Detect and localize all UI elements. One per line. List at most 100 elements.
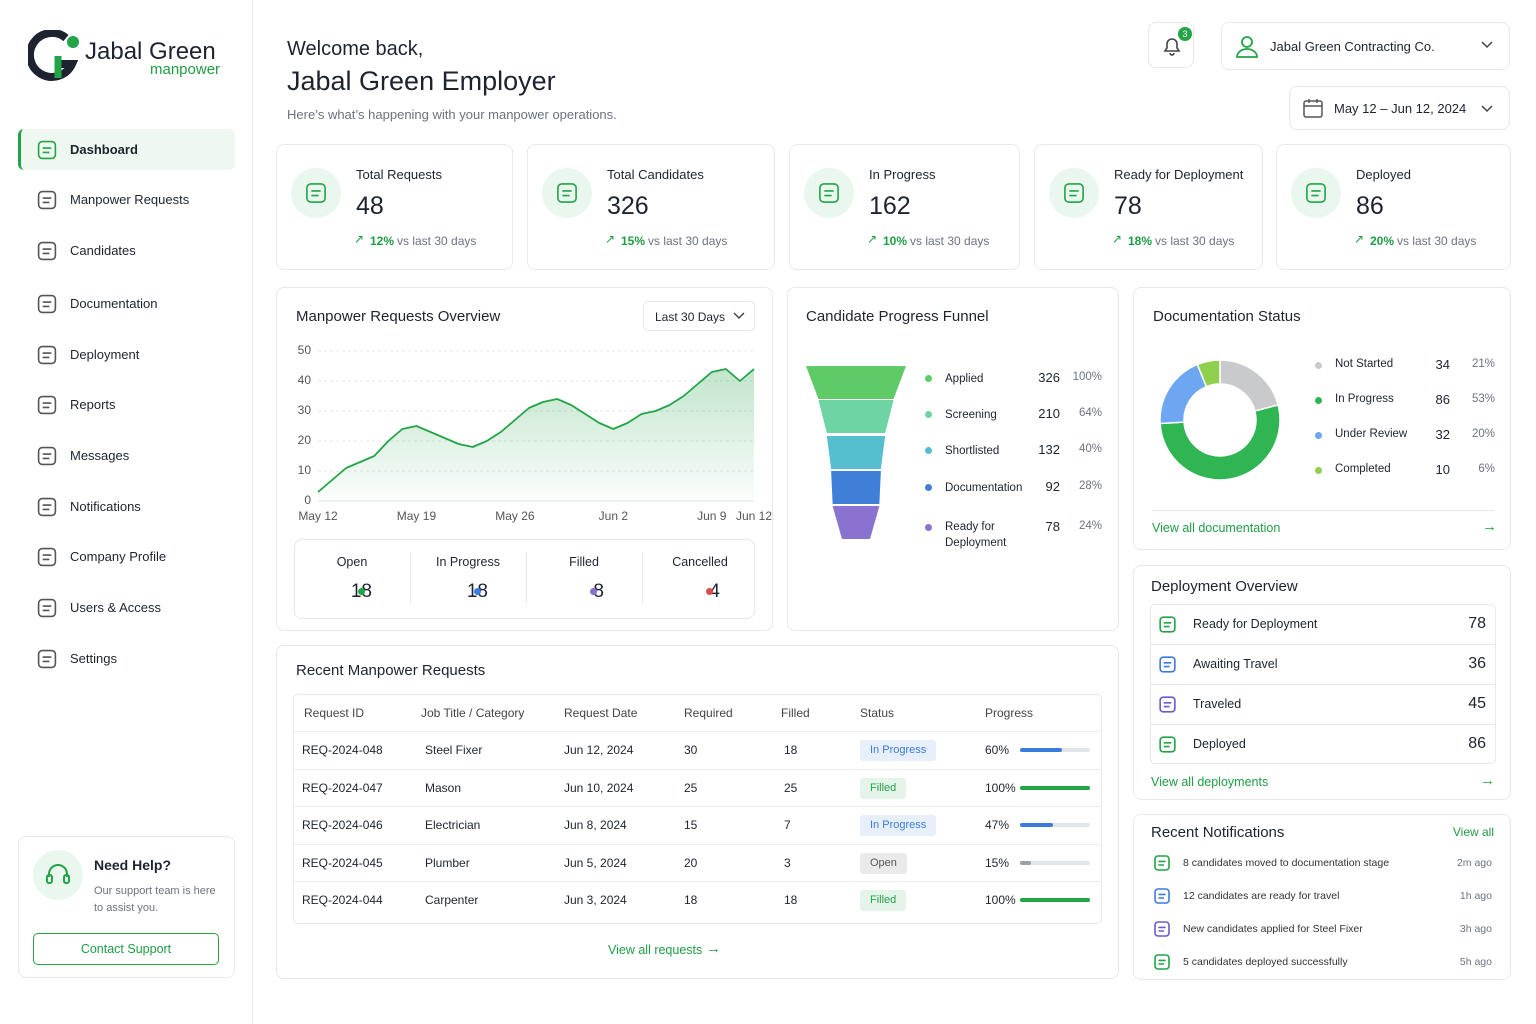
icon-shape xyxy=(1159,656,1176,673)
legend-dot xyxy=(1315,432,1322,439)
logo xyxy=(28,30,79,81)
notif-time: 2m ago xyxy=(1456,857,1492,869)
doc-value: 32 xyxy=(1435,427,1450,442)
notif-text: 5 candidates deployed successfully xyxy=(1183,956,1348,968)
doc-card xyxy=(1133,287,1511,550)
kpi-icon xyxy=(804,168,854,218)
kpi-change: 12% xyxy=(370,234,395,248)
column-header: Status xyxy=(860,706,895,720)
icon-shape xyxy=(42,402,52,409)
notif-icon xyxy=(1154,855,1170,871)
summary-label: In Progress xyxy=(436,555,500,569)
icon-shape xyxy=(42,453,52,460)
icon-shape xyxy=(1069,190,1079,197)
icon-shape xyxy=(1159,696,1176,713)
deploy-link[interactable]: View all deployments xyxy=(1151,775,1269,789)
help-title: Need Help? xyxy=(94,857,172,873)
icon-shape xyxy=(42,504,52,511)
cell-progress: 100% xyxy=(985,780,1016,795)
icon-shape xyxy=(37,598,57,618)
deploy-label: Traveled xyxy=(1193,697,1242,711)
cell-date: Jun 3, 2024 xyxy=(564,893,627,907)
funnel-pct: 40% xyxy=(1078,443,1102,455)
row-divider xyxy=(294,806,1101,807)
range-label: Last 30 Days xyxy=(655,310,726,324)
date-select[interactable] xyxy=(1289,86,1510,130)
line-chart: 0 10 20 30 40 50 May 12 May 19 May 26 Jun 2 Jun 9 J… xyxy=(298,343,773,523)
kpi-card xyxy=(527,144,775,270)
icon-shape xyxy=(1163,622,1172,628)
doc-link[interactable]: View all documentation xyxy=(1152,521,1281,535)
notif-text: New candidates applied for Steel Fixer xyxy=(1183,923,1363,935)
help-text: Our support team is here to assist you. xyxy=(94,885,216,914)
cell-required: 25 xyxy=(684,780,698,795)
kpi-note: vs last 30 days xyxy=(1155,234,1235,248)
kpi-value: 78 xyxy=(1114,192,1142,220)
help-icon xyxy=(33,850,83,900)
deploy-value: 45 xyxy=(1468,695,1486,712)
company-select[interactable] xyxy=(1221,22,1510,70)
funnel-value: 78 xyxy=(1045,519,1060,534)
summary-divider xyxy=(526,552,527,604)
doc-label: In Progress xyxy=(1335,393,1394,405)
icon-shape xyxy=(37,497,57,517)
cell-required: 30 xyxy=(684,743,698,757)
brand-sub: manpower xyxy=(150,61,221,78)
cell-id: REQ-2024-044 xyxy=(302,893,383,907)
chevron xyxy=(1481,105,1493,113)
notif-link[interactable]: View all xyxy=(1452,825,1494,839)
x-tick-label: May 26 xyxy=(495,509,535,523)
deploy-label: Deployed xyxy=(1193,737,1246,751)
company-icon xyxy=(1236,36,1258,58)
kpi-value: 86 xyxy=(1356,192,1384,220)
cell-title: Steel Fixer xyxy=(425,743,483,757)
summary-label: Open xyxy=(336,555,368,569)
column-header: Required xyxy=(684,706,733,720)
summary-box xyxy=(294,539,755,619)
icon-shape xyxy=(1158,860,1166,866)
column-header: Job Title / Category xyxy=(421,706,525,720)
icon-shape xyxy=(37,446,57,466)
kpi-arrow: ↗ xyxy=(354,232,365,246)
cell-filled: 18 xyxy=(784,893,798,907)
kpi-label: Total Requests xyxy=(356,167,442,182)
nav-item: Company Profile xyxy=(70,549,167,564)
x-tick-label: Jun 9 xyxy=(697,509,727,523)
table-box xyxy=(293,694,1102,924)
icon-shape xyxy=(42,352,52,359)
icon-shape xyxy=(1311,190,1321,197)
contact-button[interactable]: Contact Support xyxy=(33,933,219,965)
legend-dot xyxy=(925,524,932,531)
kpi-glyph xyxy=(1306,183,1326,203)
doc-value: 86 xyxy=(1435,392,1450,407)
funnel-pct: 28% xyxy=(1078,480,1102,492)
column-header: Request ID xyxy=(304,706,365,720)
icon-shape xyxy=(1154,921,1170,937)
cell-id: REQ-2024-046 xyxy=(302,818,383,832)
nav-icon xyxy=(37,649,57,669)
cell-id: REQ-2024-045 xyxy=(302,855,383,870)
progress-track xyxy=(1020,823,1090,827)
funnel-stage xyxy=(818,400,894,433)
funnel-label: Ready for Deployment xyxy=(945,521,1007,549)
kpi-value: 162 xyxy=(869,192,911,220)
icon-shape xyxy=(1163,702,1172,708)
deploy-icon xyxy=(1159,656,1176,673)
status-badge: Filled xyxy=(860,890,907,911)
icon-shape xyxy=(824,190,834,197)
icon-shape xyxy=(42,605,52,612)
table-link[interactable]: View all requests xyxy=(608,943,703,957)
kpi-icon xyxy=(291,168,341,218)
row-divider xyxy=(294,731,1101,732)
doc-value: 34 xyxy=(1435,357,1450,372)
progress-bar xyxy=(1020,860,1031,865)
icon-shape xyxy=(1154,888,1170,904)
notif-time: 5h ago xyxy=(1459,956,1492,968)
legend-dot xyxy=(1315,362,1322,369)
nav-icon xyxy=(37,140,57,160)
company-name: Jabal Green Contracting Co. xyxy=(1270,39,1435,54)
kpi-note: vs last 30 days xyxy=(1397,234,1477,248)
nav-item: Notifications xyxy=(70,499,141,514)
summary-value: 4 xyxy=(709,581,720,602)
nav-item: Manpower Requests xyxy=(70,192,190,207)
